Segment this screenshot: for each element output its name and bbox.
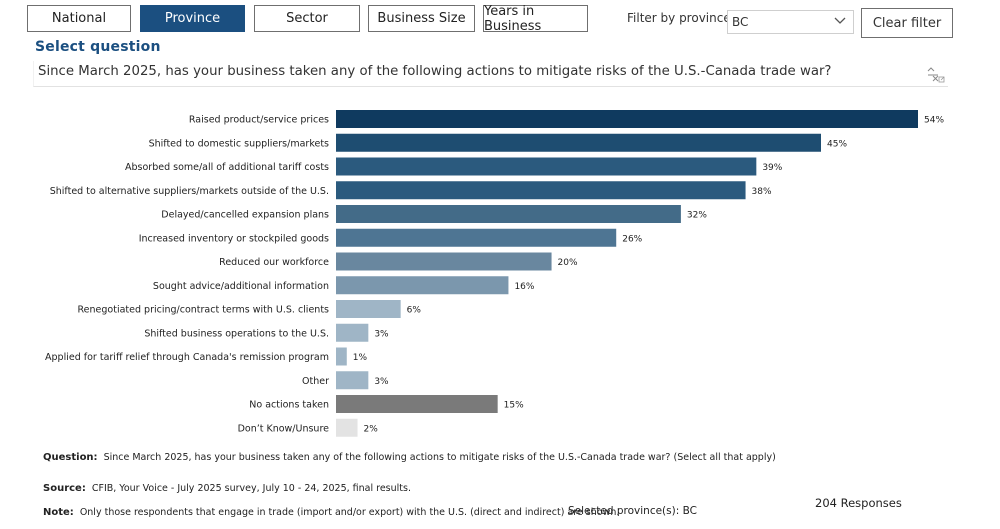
bar[interactable] (336, 205, 681, 223)
bar[interactable] (336, 371, 369, 390)
note-text: Only those respondents that engage in tr… (79, 507, 620, 518)
category-label: Applied for tariff relief through Canada… (45, 352, 329, 363)
bar[interactable] (336, 228, 617, 247)
category-label: Increased inventory or stockpiled goods (139, 233, 329, 244)
data-label: 32% (687, 211, 707, 221)
bar-chart: Raised product/service prices 54% Shifted … (45, 110, 944, 437)
bar[interactable] (336, 418, 358, 437)
note-label: Note: (43, 507, 74, 518)
data-label: 3% (374, 377, 389, 387)
category-label: Raised product/service prices (189, 115, 329, 126)
bar[interactable] (336, 395, 498, 413)
category-label: Reduced our workforce (219, 257, 329, 268)
tab-years-in-business[interactable]: Years in Business (483, 4, 588, 34)
filter-label: Filter by province (627, 11, 731, 25)
bar[interactable] (336, 252, 552, 271)
source-text: CFIB, Your Voice - July 2025 survey, Jul… (91, 483, 411, 494)
province-select[interactable]: BC (727, 10, 854, 34)
data-label: 38% (752, 187, 772, 197)
tab-province[interactable]: Province (140, 5, 245, 32)
data-label: 15% (504, 401, 524, 411)
category-label: Shifted to domestic suppliers/markets (149, 138, 329, 149)
selected-province: Selected province(s): BC (568, 505, 697, 517)
data-label: 3% (374, 329, 389, 339)
tab-national[interactable]: National (27, 5, 131, 32)
category-label: Delayed/cancelled expansion plans (161, 210, 329, 221)
category-label: Sought advice/additional information (153, 281, 329, 292)
footer-note: Note: Only those respondents that engage … (43, 507, 619, 518)
bar[interactable] (336, 323, 369, 342)
question-label: Question: (43, 452, 98, 463)
data-label: 39% (762, 163, 782, 173)
expand-icon (938, 76, 945, 83)
bar[interactable] (336, 181, 746, 200)
footer-question: Question: Since March 2025, has your busi… (43, 452, 776, 463)
category-label: No actions taken (249, 400, 329, 411)
clear-selection-icon (927, 67, 939, 82)
chevron-down-icon (833, 13, 847, 32)
question-text: Since March 2025, has your business take… (103, 452, 776, 463)
question-select-value: Since March 2025, has your business take… (38, 64, 832, 79)
data-label: 54% (924, 116, 944, 126)
category-label: Don’t Know/Unsure (238, 423, 330, 434)
category-label: Other (302, 376, 329, 387)
source-label: Source: (43, 483, 86, 494)
data-label: 45% (827, 139, 847, 149)
data-label: 1% (353, 353, 368, 363)
question-select-icons (925, 66, 947, 88)
bar[interactable] (336, 347, 347, 366)
bar[interactable] (336, 300, 401, 318)
data-label: 20% (558, 258, 578, 268)
bar[interactable] (336, 276, 509, 295)
tab-sector[interactable]: Sector (254, 5, 360, 32)
clear-filter-button[interactable]: Clear filter (861, 8, 953, 38)
tab-business-size[interactable]: Business Size (368, 5, 475, 32)
category-label: Absorbed some/all of additional tariff c… (125, 162, 329, 173)
data-label: 2% (364, 424, 379, 434)
footer-source: Source: CFIB, Your Voice - July 2025 surv… (43, 483, 411, 494)
province-select-value: BC (732, 15, 749, 29)
data-label: 16% (514, 282, 534, 292)
data-label: 6% (407, 306, 422, 316)
bar[interactable] (336, 110, 918, 128)
select-question-title: Select question (35, 39, 161, 55)
category-label: Shifted to alternative suppliers/markets… (50, 186, 329, 197)
category-label: Shifted business operations to the U.S. (144, 328, 329, 339)
bar[interactable] (336, 133, 821, 152)
question-select[interactable]: Since March 2025, has your business take… (33, 61, 948, 87)
category-label: Renegotiated pricing/contract terms with… (78, 305, 330, 316)
bar[interactable] (336, 157, 757, 176)
data-label: 26% (622, 234, 642, 244)
responses-count: 204 Responses (815, 496, 902, 510)
